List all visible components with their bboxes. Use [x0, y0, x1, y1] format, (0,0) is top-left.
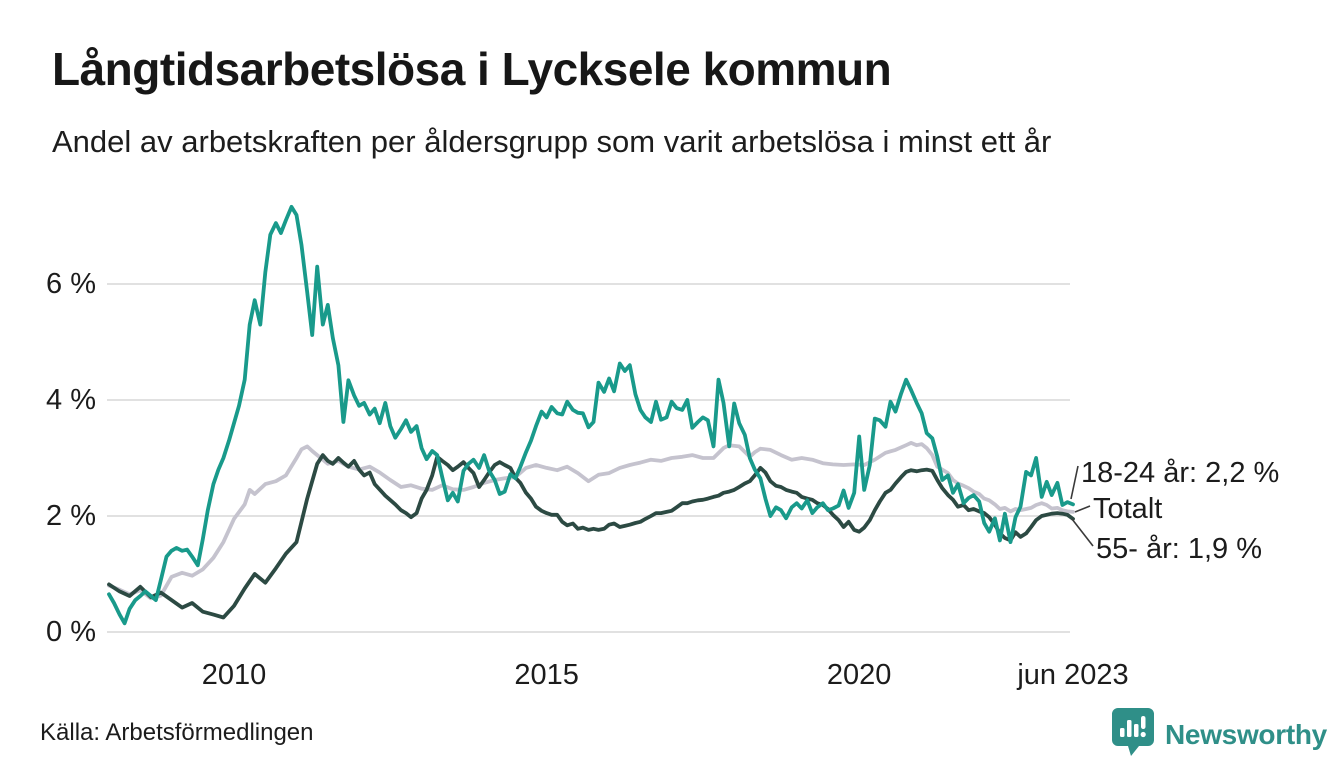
x-axis-tick-label: 2015 [514, 659, 579, 691]
series-line-18-24-r [107, 204, 1075, 626]
x-axis-tick-label: 2020 [826, 659, 892, 691]
x-axis-tick-label: jun 2023 [1017, 659, 1129, 691]
annotation-connector [1074, 505, 1091, 513]
series-line-totalt [107, 440, 1075, 601]
y-axis-tick-label: 6 % [46, 268, 96, 300]
annotation-connector [1070, 465, 1079, 500]
series-end-label-totalt: Totalt [1093, 493, 1163, 525]
annotation-connector [1071, 518, 1094, 547]
source-note: Källa: Arbetsförmedlingen [40, 719, 314, 746]
y-axis-tick-label: 2 % [46, 500, 96, 532]
newsworthy-logo: Newsworthy [1111, 707, 1327, 762]
bar-chart-speech-bubble-icon [1111, 707, 1155, 762]
x-axis-tick-label: 2010 [201, 659, 267, 691]
y-axis-tick-label: 0 % [46, 616, 96, 648]
newsworthy-logo-text: Newsworthy [1165, 718, 1327, 750]
y-axis-tick-label: 4 % [46, 384, 96, 416]
series-line-55-r [107, 453, 1075, 620]
series-end-label-55: 55- år: 1,9 % [1096, 533, 1263, 565]
series-end-label-18-24: 18-24 år: 2,2 % [1081, 457, 1280, 489]
page-title: Långtidsarbetslösa i Lycksele kommun [52, 43, 892, 95]
page-subtitle: Andel av arbetskraften per åldersgrupp s… [52, 124, 1052, 159]
